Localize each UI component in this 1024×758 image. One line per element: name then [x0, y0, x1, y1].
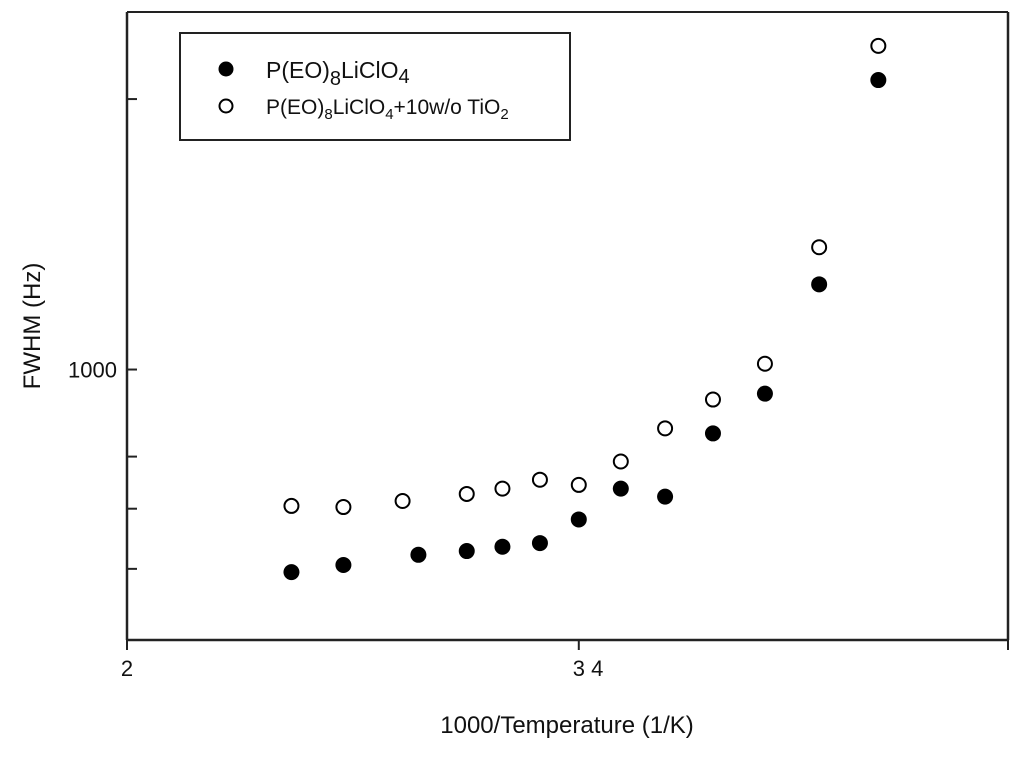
legend-label-0: P(EO)8LiClO4 [266, 57, 410, 90]
data-point-open [657, 420, 674, 437]
data-point-filled [410, 546, 427, 563]
data-point-filled [531, 535, 548, 552]
data-point-open [335, 499, 352, 516]
y-tick-label: 1000 [68, 358, 117, 383]
data-point-open [870, 37, 887, 54]
axes: 2 3 4 1000 [68, 11, 1010, 681]
data-point-filled [756, 385, 773, 402]
x-axis-label: 1000/Temperature (1/K) [440, 712, 693, 739]
y-axis-label: FWHM (Hz) [19, 263, 46, 390]
data-point-open [458, 485, 475, 502]
data-marks [283, 37, 887, 581]
data-point-filled [283, 564, 300, 581]
data-point-filled [870, 72, 887, 89]
data-point-open [704, 391, 721, 408]
data-point-open [531, 471, 548, 488]
data-point-open [612, 453, 629, 470]
data-point-open [756, 355, 773, 372]
data-point-filled [570, 511, 587, 528]
legend: P(EO)8LiClO4 P(EO)8LiClO4+10w/o TiO2 [179, 32, 571, 141]
legend-label-1: P(EO)8LiClO4+10w/o TiO2 [266, 96, 509, 123]
legend-marker-open [218, 98, 234, 114]
legend-box [179, 32, 571, 141]
data-point-filled [335, 556, 352, 573]
x-tick-label: 3 4 [573, 656, 604, 681]
data-point-open [394, 492, 411, 509]
data-point-open [283, 497, 300, 514]
legend-marker-filled [218, 61, 234, 77]
data-point-open [494, 480, 511, 497]
data-point-open [811, 239, 828, 256]
data-point-filled [458, 543, 475, 560]
data-point-filled [704, 425, 721, 442]
data-point-filled [657, 488, 674, 505]
data-point-open [570, 476, 587, 493]
x-tick-label: 2 [121, 656, 133, 681]
data-point-filled [494, 538, 511, 555]
data-point-filled [612, 480, 629, 497]
data-point-filled [811, 276, 828, 293]
